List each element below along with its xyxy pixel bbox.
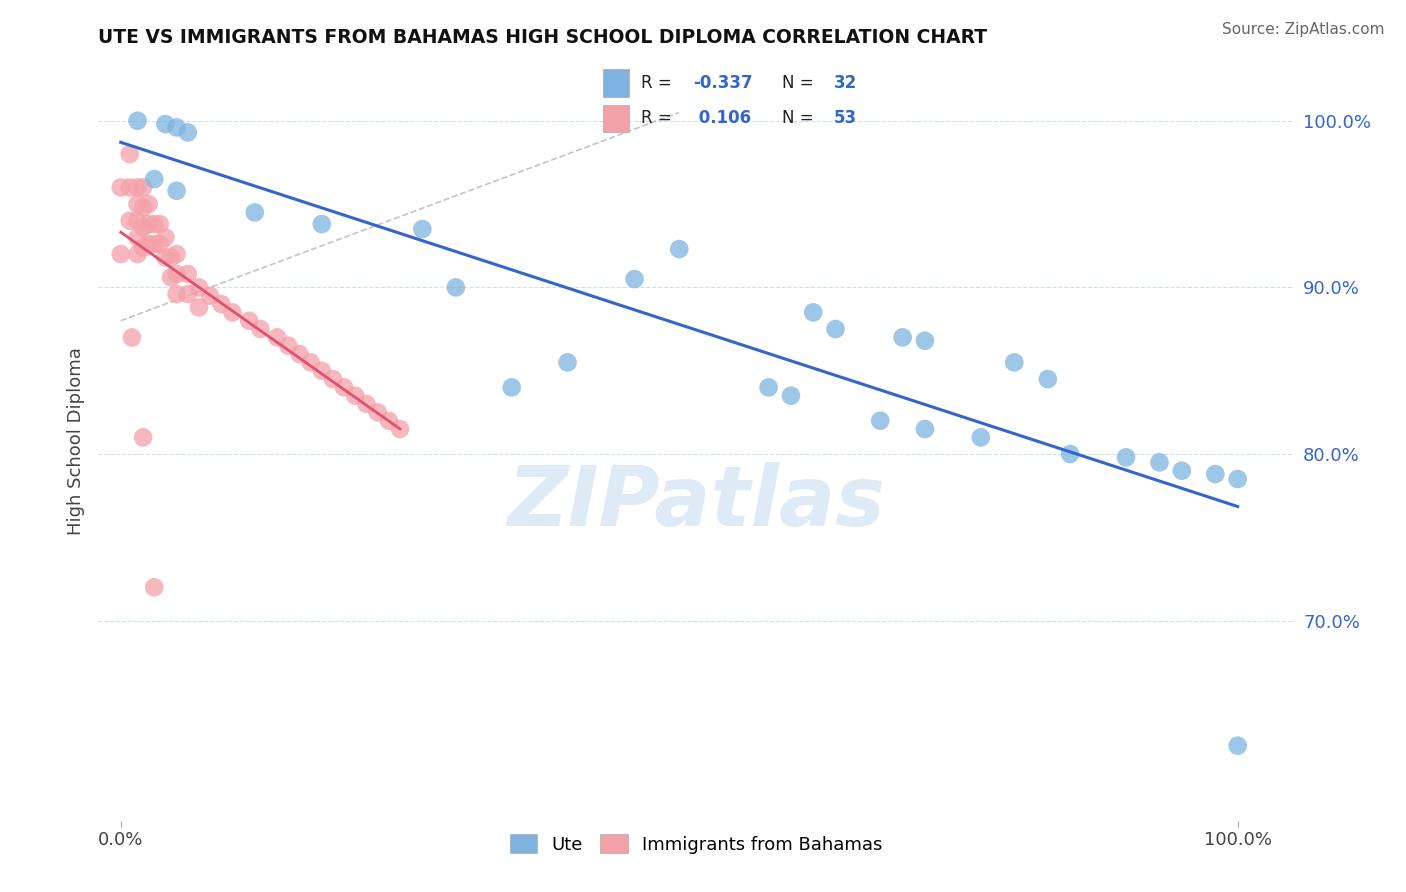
Text: R =: R =: [641, 109, 672, 127]
Point: [177, 125, 200, 139]
Point: [1149, 455, 1171, 469]
Point: [209, 297, 232, 311]
Point: [249, 322, 271, 336]
Text: ZIPatlas: ZIPatlas: [508, 462, 884, 542]
Point: [166, 247, 188, 261]
Point: [824, 322, 846, 336]
Point: [127, 197, 149, 211]
Text: 32: 32: [834, 74, 858, 92]
Point: [166, 120, 188, 135]
Point: [1036, 372, 1059, 386]
Point: [143, 237, 166, 252]
Point: [914, 334, 936, 348]
Point: [127, 213, 149, 227]
Point: [444, 280, 467, 294]
Point: [118, 147, 141, 161]
Text: N =: N =: [782, 109, 814, 127]
FancyBboxPatch shape: [603, 70, 630, 96]
Point: [121, 330, 143, 344]
Point: [138, 217, 160, 231]
Point: [155, 117, 177, 131]
Point: [288, 347, 311, 361]
Point: [869, 414, 891, 428]
Point: [333, 380, 356, 394]
Point: [177, 267, 200, 281]
Point: [127, 113, 149, 128]
Point: [378, 414, 401, 428]
Text: -0.337: -0.337: [693, 74, 752, 92]
Point: [238, 314, 260, 328]
Point: [1226, 472, 1249, 486]
Point: [132, 201, 155, 215]
Point: [143, 580, 166, 594]
Point: [138, 197, 160, 211]
Point: [166, 184, 188, 198]
Point: [668, 242, 690, 256]
Point: [891, 330, 914, 344]
Point: [187, 301, 209, 315]
Point: [132, 220, 155, 235]
Point: [311, 217, 333, 231]
Point: [127, 247, 149, 261]
Point: [221, 305, 243, 319]
Legend: Ute, Immigrants from Bahamas: Ute, Immigrants from Bahamas: [502, 827, 890, 861]
Point: [118, 180, 141, 194]
Point: [970, 430, 993, 444]
Point: [155, 251, 177, 265]
Point: [166, 267, 188, 281]
Point: [127, 180, 149, 194]
Point: [118, 213, 141, 227]
Text: N =: N =: [782, 74, 814, 92]
Point: [388, 422, 411, 436]
Point: [149, 217, 172, 231]
Text: R =: R =: [641, 74, 672, 92]
Point: [623, 272, 645, 286]
Point: [243, 205, 266, 219]
Point: [1002, 355, 1025, 369]
Point: [557, 355, 579, 369]
Point: [132, 430, 155, 444]
Point: [1115, 450, 1137, 465]
Point: [1171, 464, 1194, 478]
Point: [138, 237, 160, 252]
Point: [187, 280, 209, 294]
Point: [110, 180, 132, 194]
Point: [166, 287, 188, 301]
Point: [411, 222, 433, 236]
Point: [801, 305, 824, 319]
Point: [110, 247, 132, 261]
Point: [356, 397, 378, 411]
Point: [143, 172, 166, 186]
Point: [914, 422, 936, 436]
Point: [132, 180, 155, 194]
Point: [344, 389, 367, 403]
Point: [266, 330, 288, 344]
Point: [155, 230, 177, 244]
Point: [132, 240, 155, 254]
Point: [143, 217, 166, 231]
Point: [322, 372, 344, 386]
Point: [149, 237, 172, 252]
Text: Source: ZipAtlas.com: Source: ZipAtlas.com: [1222, 22, 1385, 37]
Point: [311, 364, 333, 378]
Point: [160, 251, 183, 265]
Text: 0.106: 0.106: [693, 109, 751, 127]
Point: [277, 339, 299, 353]
Text: UTE VS IMMIGRANTS FROM BAHAMAS HIGH SCHOOL DIPLOMA CORRELATION CHART: UTE VS IMMIGRANTS FROM BAHAMAS HIGH SCHO…: [98, 28, 987, 47]
Point: [1226, 739, 1249, 753]
Point: [177, 287, 200, 301]
Point: [501, 380, 523, 394]
Point: [127, 230, 149, 244]
FancyBboxPatch shape: [603, 105, 630, 132]
Y-axis label: High School Diploma: High School Diploma: [66, 348, 84, 535]
Text: 53: 53: [834, 109, 858, 127]
Point: [160, 270, 183, 285]
Point: [1204, 467, 1226, 481]
Point: [198, 289, 221, 303]
Point: [780, 389, 803, 403]
Point: [758, 380, 780, 394]
Point: [299, 355, 322, 369]
Point: [1059, 447, 1081, 461]
Point: [367, 405, 389, 419]
